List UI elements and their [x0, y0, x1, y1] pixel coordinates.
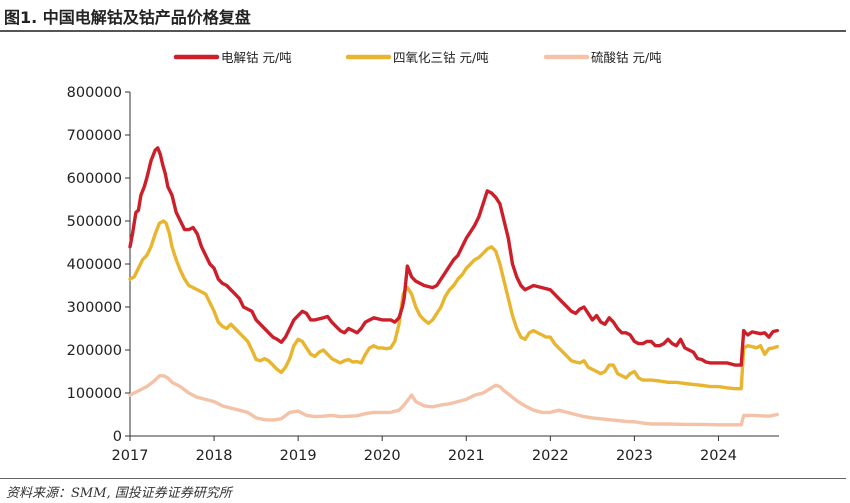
x-tick-label: 2019 [280, 448, 317, 464]
x-tick-label: 2022 [532, 448, 569, 464]
series-layer [128, 146, 779, 427]
source-note: 资料来源：SMM, 国投证券证券研究所 [6, 486, 232, 501]
y-tick-label: 200000 [67, 343, 122, 359]
y-tick-label: 300000 [67, 300, 122, 316]
y-tick-label: 700000 [67, 128, 122, 144]
footer-divider [0, 478, 846, 479]
series-line-2 [128, 374, 779, 427]
y-tick-label: 600000 [67, 171, 122, 187]
x-tick-label: 2018 [196, 448, 233, 464]
series-line-1 [128, 219, 779, 391]
x-tick-label: 2020 [364, 448, 401, 464]
chart-axes: 0 100000 200000 300000 400000 500000 600000 700… [67, 85, 779, 464]
series-line-0 [128, 146, 779, 367]
title-divider [0, 30, 846, 32]
y-tick-label: 500000 [67, 214, 122, 230]
chart-legend: 电解钴 元/吨 四氧化三钴 元/吨 硫酸钴 元/吨 [173, 50, 662, 65]
y-tick-label: 100000 [67, 386, 122, 402]
y-tick-label: 400000 [67, 257, 122, 273]
y-tick-label: 0 [113, 429, 122, 445]
x-tick-label: 2023 [616, 448, 653, 464]
x-tick-label: 2021 [448, 448, 485, 464]
legend-label-1: 四氧化三钴 元/吨 [393, 50, 489, 65]
legend-label-0: 电解钴 元/吨 [221, 50, 292, 65]
x-tick-label: 2024 [700, 448, 737, 464]
legend-label-2: 硫酸钴 元/吨 [591, 50, 662, 65]
y-tick-label: 800000 [67, 85, 122, 101]
figure-title: 图1. 中国电解钴及钴产品价格复盘 [4, 8, 251, 27]
x-tick-label: 2017 [112, 448, 149, 464]
